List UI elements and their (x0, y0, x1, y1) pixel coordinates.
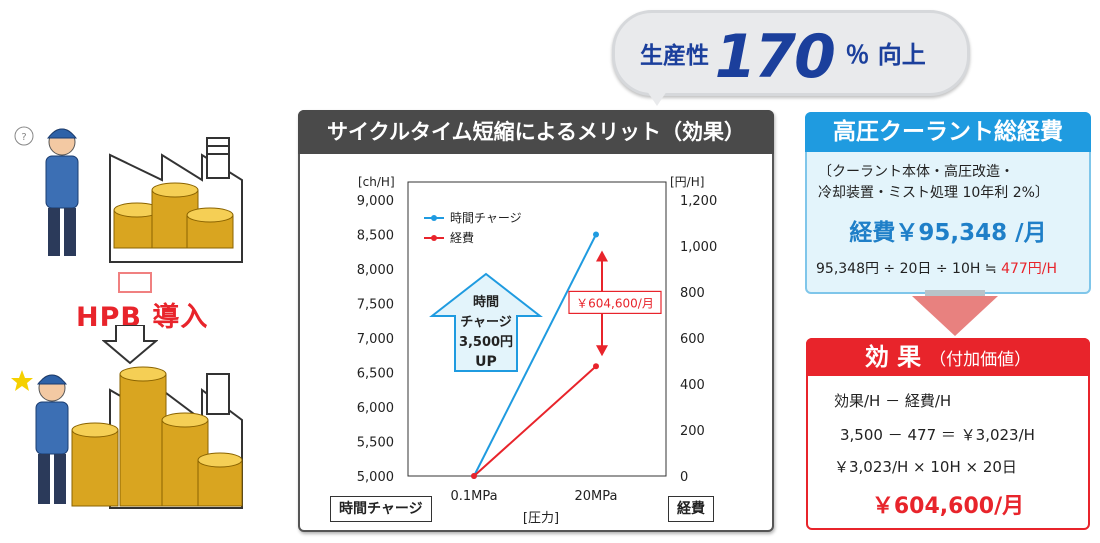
svg-text:?: ? (21, 132, 26, 143)
left-tick-label: 9,000 (357, 194, 394, 209)
right-axis-unit: [円/H] (670, 175, 704, 189)
happy-worker-icon (11, 370, 69, 504)
worker-before-illustration: ? (14, 126, 243, 263)
effect-total: ￥604,600/月 (871, 494, 1025, 519)
effect-line: ￥3,023/H × 10H × 20日 (834, 458, 1017, 476)
data-point (593, 363, 599, 370)
productivity-suffix: ％ 向上 (845, 41, 926, 69)
left-axis-unit: [ch/H] (358, 175, 395, 189)
right-tick-label: 0 (680, 470, 688, 485)
legend-marker (431, 215, 437, 221)
data-point (593, 231, 599, 238)
flow-arrow-stem (925, 290, 985, 300)
left-tick-label: 8,500 (357, 229, 394, 244)
series-line (473, 365, 597, 477)
left-tick-label: 6,000 (357, 401, 394, 416)
up-arrow-label: UP (475, 354, 497, 370)
left-tick-label: 7,500 (357, 298, 394, 313)
gap-arrow-head (596, 345, 608, 357)
effect-title-main: 効 果 (864, 343, 922, 371)
right-tick-label: 800 (680, 286, 705, 301)
productivity-text: 生産性 170 ％ 向上 (640, 22, 926, 92)
cost-note: 〔クーラント本体・高圧改造・ 冷却装置・ミスト処理 10年利 2%〕 (818, 162, 1049, 204)
right-tick-label: 400 (680, 378, 705, 393)
productivity-prefix: 生産性 (640, 43, 709, 69)
left-tick-label: 7,000 (357, 332, 394, 347)
cost-calc-formula: 95,348円 ÷ 20日 ÷ 10H ≒ (816, 261, 1002, 277)
flow-down-arrow-icon (912, 296, 998, 336)
legend-label: 経費 (450, 230, 474, 245)
gap-arrow-head (596, 250, 608, 262)
up-arrow-annotation (429, 272, 543, 372)
right-axis-tag: 経費 (668, 496, 714, 522)
effect-title: 効 果 （付加価値） (806, 338, 1090, 376)
chart-panel-title: サイクルタイム短縮によるメリット（効果） (298, 110, 774, 154)
worker-after-illustration (11, 366, 243, 509)
effect-line: 効果/H － 経費/H (834, 392, 952, 410)
coin-stack-icon (113, 182, 234, 249)
right-tick-label: 600 (680, 332, 705, 347)
monthly-cost: 経費￥95,348 /月 (849, 220, 1047, 246)
up-arrow-label: 3,500円 (459, 335, 513, 350)
left-tick-label: 5,000 (357, 470, 394, 485)
productivity-bubble (612, 10, 970, 96)
merit-line-chart: 9,000 8,500 8,000 7,500 7,000 6,500 6,000 5,500… (357, 175, 717, 526)
cost-note-line: 冷却装置・ミスト処理 10年利 2%〕 (818, 185, 1049, 201)
cost-title: 高圧クーラント総経費 (805, 112, 1091, 152)
data-point (471, 473, 477, 479)
effect-subtitle: （付加価値） (929, 350, 1032, 370)
left-axis-tag: 時間チャージ (330, 496, 432, 522)
plot-frame (407, 181, 667, 477)
x-tick-label: 20MPa (575, 489, 618, 504)
large-coin-stack-icon (71, 366, 243, 507)
hpb-label-box (118, 272, 152, 293)
x-tick-label: 0.1MPa (450, 489, 497, 504)
right-tick-label: 200 (680, 424, 705, 439)
series-line (473, 234, 597, 477)
legend-marker (431, 235, 437, 241)
hollow-down-arrow-icon (102, 325, 158, 365)
left-tick-label: 6,500 (357, 367, 394, 382)
left-tick-label: 5,500 (357, 436, 394, 451)
productivity-value: 170 (714, 22, 836, 92)
effect-line: 3,500 － 477 ＝ ￥3,023/H (840, 426, 1035, 444)
legend-label: 時間チャージ (450, 211, 522, 225)
gap-label-box (568, 290, 662, 314)
cost-note-line: 〔クーラント本体・高圧改造・ (818, 164, 1014, 180)
hourly-cost-calc: 95,348円 ÷ 20日 ÷ 10H ≒ 477円/H (816, 258, 1057, 278)
gap-label: ￥604,600/月 (576, 296, 654, 310)
up-arrow-label: チャージ (460, 315, 512, 330)
left-tick-label: 8,000 (357, 263, 394, 278)
cost-calc-result: 477円/H (1001, 261, 1058, 277)
worried-worker-icon: ? (14, 126, 79, 256)
right-tick-label: 1,000 (680, 240, 717, 255)
up-arrow-label: 時間 (473, 294, 499, 310)
x-axis-label: [圧力] (523, 511, 559, 526)
right-tick-label: 1,200 (680, 194, 717, 209)
bubble-tail (645, 88, 669, 106)
